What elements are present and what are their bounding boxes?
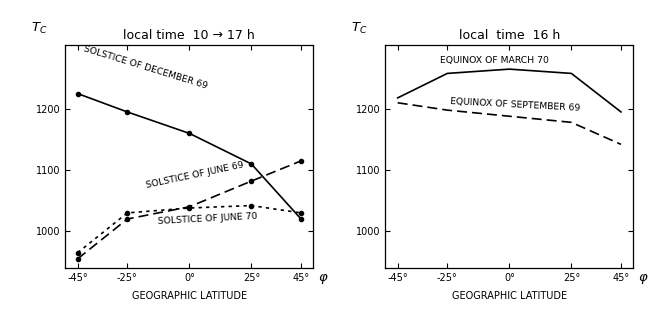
Text: EQUINOX OF MARCH 70: EQUINOX OF MARCH 70 — [440, 56, 549, 65]
Text: $T_C$: $T_C$ — [31, 21, 47, 36]
Text: SOLSTICE OF DECEMBER 69: SOLSTICE OF DECEMBER 69 — [83, 44, 209, 91]
Title: local time  10 → 17 h: local time 10 → 17 h — [123, 29, 255, 42]
Text: $\varphi$: $\varphi$ — [639, 272, 649, 286]
Title: local  time  16 h: local time 16 h — [458, 29, 560, 42]
Text: SOLSTICE OF JUNE 69: SOLSTICE OF JUNE 69 — [145, 160, 244, 190]
Text: SOLSTICE OF JUNE 70: SOLSTICE OF JUNE 70 — [157, 212, 257, 226]
X-axis label: GEOGRAPHIC LATITUDE: GEOGRAPHIC LATITUDE — [132, 291, 247, 301]
Text: $T_C$: $T_C$ — [351, 21, 367, 36]
Text: EQUINOX OF SEPTEMBER 69: EQUINOX OF SEPTEMBER 69 — [450, 97, 581, 113]
X-axis label: GEOGRAPHIC LATITUDE: GEOGRAPHIC LATITUDE — [452, 291, 567, 301]
Text: $\varphi$: $\varphi$ — [319, 272, 329, 286]
